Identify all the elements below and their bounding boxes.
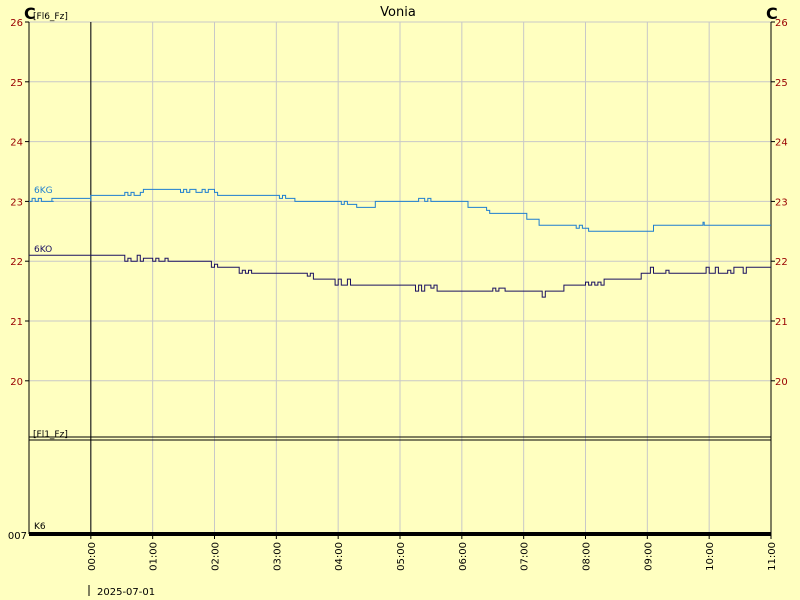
y-tick-label-left: 20	[10, 377, 23, 388]
date-label: 2025-07-01	[97, 587, 155, 598]
y-tick-label-right: 24	[775, 138, 788, 149]
chart-title: Vonia	[380, 5, 416, 20]
series-label-k6: K6	[34, 522, 46, 532]
x-tick-label: 02:00	[211, 542, 222, 571]
left-unit-label: C	[24, 4, 36, 23]
y-tick-label-left: 21	[10, 317, 23, 328]
x-tick-label: 05:00	[396, 542, 407, 571]
x-tick-label: 09:00	[643, 542, 654, 571]
x-tick-label: 00:00	[87, 542, 98, 571]
y-tick-label-left: 25	[10, 78, 23, 89]
x-tick-label: 11:00	[767, 542, 778, 571]
upper-panel-label: [Fl6_Fz]	[33, 12, 68, 22]
lower-panel-label: [Fl1_Fz]	[33, 430, 68, 440]
panel-frames	[28, 22, 772, 536]
y-tick-label-right: 25	[775, 78, 788, 89]
x-tick-label: 01:00	[149, 542, 160, 571]
x-tick-label: 06:00	[458, 542, 469, 571]
y-tick-label-left: 24	[10, 138, 23, 149]
series-label-6kg: 6KG	[34, 186, 53, 196]
right-unit-label: C	[766, 4, 778, 23]
y-tick-label-right: 23	[775, 197, 788, 208]
x-tick-label: 08:00	[582, 542, 593, 571]
y-tick-label-right: 26	[775, 18, 788, 29]
y-tick-label-right: 22	[775, 257, 788, 268]
lower-y-tick: 007	[8, 531, 27, 542]
y-tick-label-left: 23	[10, 197, 23, 208]
y-tick-label-right: 20	[775, 377, 788, 388]
x-tick-label: 03:00	[272, 542, 283, 571]
tick-labels: 00:00 01:00 02:00 03:00 04:00 05:00 06:00 07:00…	[10, 18, 787, 571]
grid-lines	[25, 21, 775, 539]
series-group	[29, 188, 771, 298]
series-line-6kg	[29, 188, 771, 232]
series-line-6ko	[29, 254, 771, 298]
series-label-6ko: 6KO	[34, 245, 52, 255]
x-tick-label: 07:00	[520, 542, 531, 571]
y-tick-label-right: 21	[775, 317, 788, 328]
y-tick-label-left: 22	[10, 257, 23, 268]
x-tick-label: 10:00	[705, 542, 716, 571]
y-tick-label-left: 26	[10, 18, 23, 29]
x-tick-label: 04:00	[334, 542, 345, 571]
